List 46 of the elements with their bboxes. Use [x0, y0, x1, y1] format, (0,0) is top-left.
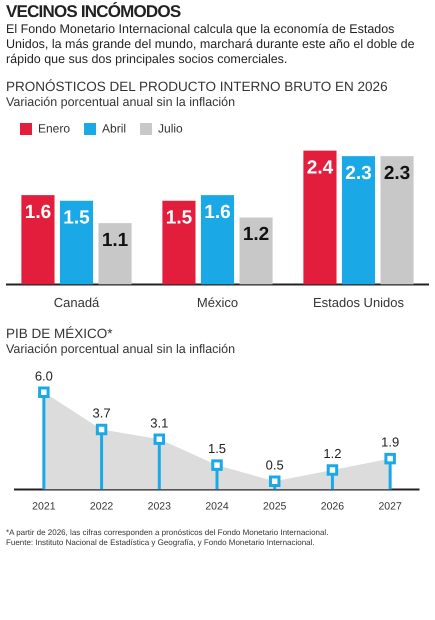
data-label: 2.3 [345, 162, 372, 184]
bar [239, 217, 273, 284]
x-tick-label: 2024 [205, 500, 229, 513]
data-label: 1.9 [381, 434, 400, 450]
legend-label: Enero [38, 121, 70, 136]
x-tick-label: 2026 [320, 500, 344, 513]
bar [21, 195, 55, 284]
data-label: 1.5 [166, 207, 193, 228]
bar [162, 200, 196, 284]
x-tick-label: Estados Unidos [312, 294, 405, 310]
bar [60, 200, 94, 284]
bar [303, 150, 337, 284]
data-label: 1.1 [102, 230, 129, 251]
data-label: 0.5 [266, 457, 284, 472]
chart-subtitle: Variación porcentual anual sin la inflación [6, 342, 236, 356]
x-tick-label: Canadá [54, 294, 100, 310]
data-label: 3.1 [150, 415, 168, 430]
bar [200, 195, 234, 284]
bar [98, 223, 132, 284]
bar [380, 156, 414, 284]
x-tick-label: 2023 [148, 500, 172, 513]
data-label: 1.6 [24, 202, 52, 223]
x-tick-label: México [196, 294, 238, 310]
data-label: 2.3 [384, 162, 410, 184]
x-tick-label: 2027 [378, 500, 402, 513]
x-tick-label: 2025 [263, 500, 287, 513]
data-label: 3.7 [92, 406, 111, 421]
bar [342, 156, 376, 284]
data-label: 2.4 [306, 157, 334, 178]
chart-title: PRONÓSTICOS DEL PRODUCTO INTERNO BRUTO EN 2026 [6, 79, 389, 94]
source-note: Fuente: Instituto Nacional de Estadística y Geografía, y Fondo Monetario Internacional. [6, 538, 316, 548]
text: *A partir de 2026, las cifras corresponden a pronósticos del Fondo Monetario Internacional. [6, 528, 330, 538]
data-label: 1.6 [204, 202, 231, 223]
text: VECINOS INCÓMODOS [6, 2, 182, 22]
data-label: 1.2 [242, 224, 270, 246]
chart-subtitle: Variación porcentual anual sin la inflación [6, 95, 236, 109]
data-label: 1.5 [208, 441, 226, 456]
chart-title: PIB DE MÉXICO* [6, 326, 114, 341]
legend-label: Julio [158, 121, 184, 136]
data-label: 1.5 [63, 207, 90, 228]
data-label: 6.0 [34, 368, 53, 384]
text: El Fondo Monetario Internacional calcula que la economía de Estados Unidos, la más grande del mundo, marchará durante este año el doble de rápido que sus dos principales socios comerciales. [6, 22, 416, 67]
x-tick-label: 2022 [90, 500, 114, 513]
x-tick-label: 2021 [32, 500, 56, 513]
legend-label: Abril [102, 121, 126, 136]
data-label: 1.2 [323, 446, 342, 462]
